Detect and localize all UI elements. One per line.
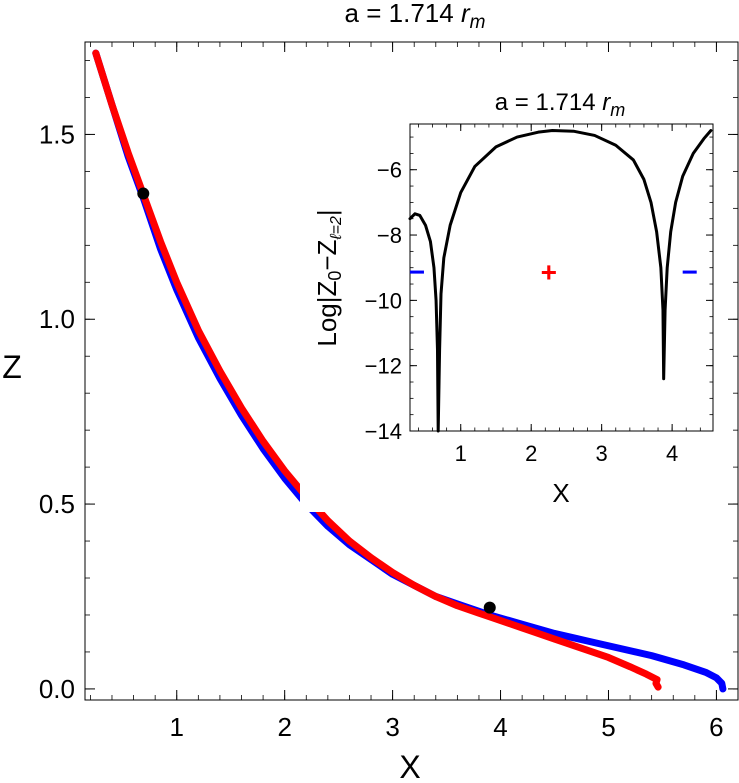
inset-y-tick-label: −14: [365, 419, 402, 444]
main-axes: 1 2 3 4 5 6 0.0 0.5 1.0 1.5: [39, 42, 738, 742]
inset-y-axis-label: Log|Z0−Zℓ=2|: [312, 209, 345, 346]
main-marker-point: [483, 601, 496, 614]
inset-plot-frame: [409, 123, 714, 432]
main-plot-frame: [84, 41, 739, 701]
inset-y-tick-label: −12: [365, 354, 402, 379]
main-x-tick-label: 3: [385, 712, 399, 742]
main-y-tick-label: 0.5: [39, 489, 75, 519]
main-x-tick-label: 6: [709, 712, 723, 742]
inset-x-tick-label: 1: [455, 441, 467, 466]
inset-x-axis-label: X: [552, 478, 569, 508]
inset-sign-annotation: −: [682, 257, 698, 288]
main-x-tick-label: 4: [493, 712, 507, 742]
inset-title-text: a = 1.714: [495, 89, 602, 116]
inset-background: [300, 92, 726, 512]
inset-series-group: [408, 129, 713, 433]
main-chart-title: a = 1.714 rm: [345, 0, 486, 33]
inset-y-tick-label: −10: [365, 288, 402, 313]
main-y-tick-label: 1.5: [39, 119, 75, 149]
inset-sign-annotation: −: [409, 257, 425, 288]
inset-panel: a = 1.714 rm 1 2 3 4 −14 −12 −10 −8 −6 − + − X Log…: [300, 89, 726, 512]
inset-y-tick-label: −6: [377, 158, 402, 183]
main-series-group: [92, 49, 727, 693]
main-title-italic: r: [461, 0, 471, 28]
inset-title-italic: r: [602, 89, 611, 116]
main-y-axis-label: Z: [2, 349, 22, 385]
main-x-tick-label: 5: [601, 712, 615, 742]
main-x-tick-label: 2: [277, 712, 291, 742]
inset-y-tick-label: −8: [377, 223, 402, 248]
inset-sign-annotation: +: [541, 257, 557, 288]
inset-x-tick-label: 4: [666, 441, 678, 466]
main-title-text: a = 1.714: [345, 0, 461, 28]
inset-axes: 1 2 3 4 −14 −12 −10 −8 −6: [365, 124, 713, 466]
main-title-sub: m: [470, 12, 486, 33]
main-series-line-1: [92, 49, 662, 691]
inset-x-tick-label: 3: [596, 441, 608, 466]
main-x-axis-label: X: [399, 749, 420, 783]
inset-title-sub: m: [610, 100, 625, 120]
inset-ylabel-suffix: |: [312, 209, 342, 216]
main-x-tick-label: 1: [170, 712, 184, 742]
inset-series-line-0: [408, 129, 713, 433]
inset-title: a = 1.714 rm: [495, 89, 625, 120]
inset-x-tick-label: 2: [525, 441, 537, 466]
main-y-tick-label: 1.0: [39, 304, 75, 334]
inset-annotations: − + −: [409, 257, 698, 288]
inset-ylabel-sub1: 0: [325, 271, 345, 281]
inset-ylabel-mid: −Z: [312, 239, 342, 270]
inset-ylabel-sub2: ℓ=2: [328, 216, 345, 241]
main-y-tick-label: 0.0: [39, 674, 75, 704]
inset-ylabel-prefix: Log|Z: [312, 281, 342, 347]
main-marker-point: [137, 187, 150, 200]
